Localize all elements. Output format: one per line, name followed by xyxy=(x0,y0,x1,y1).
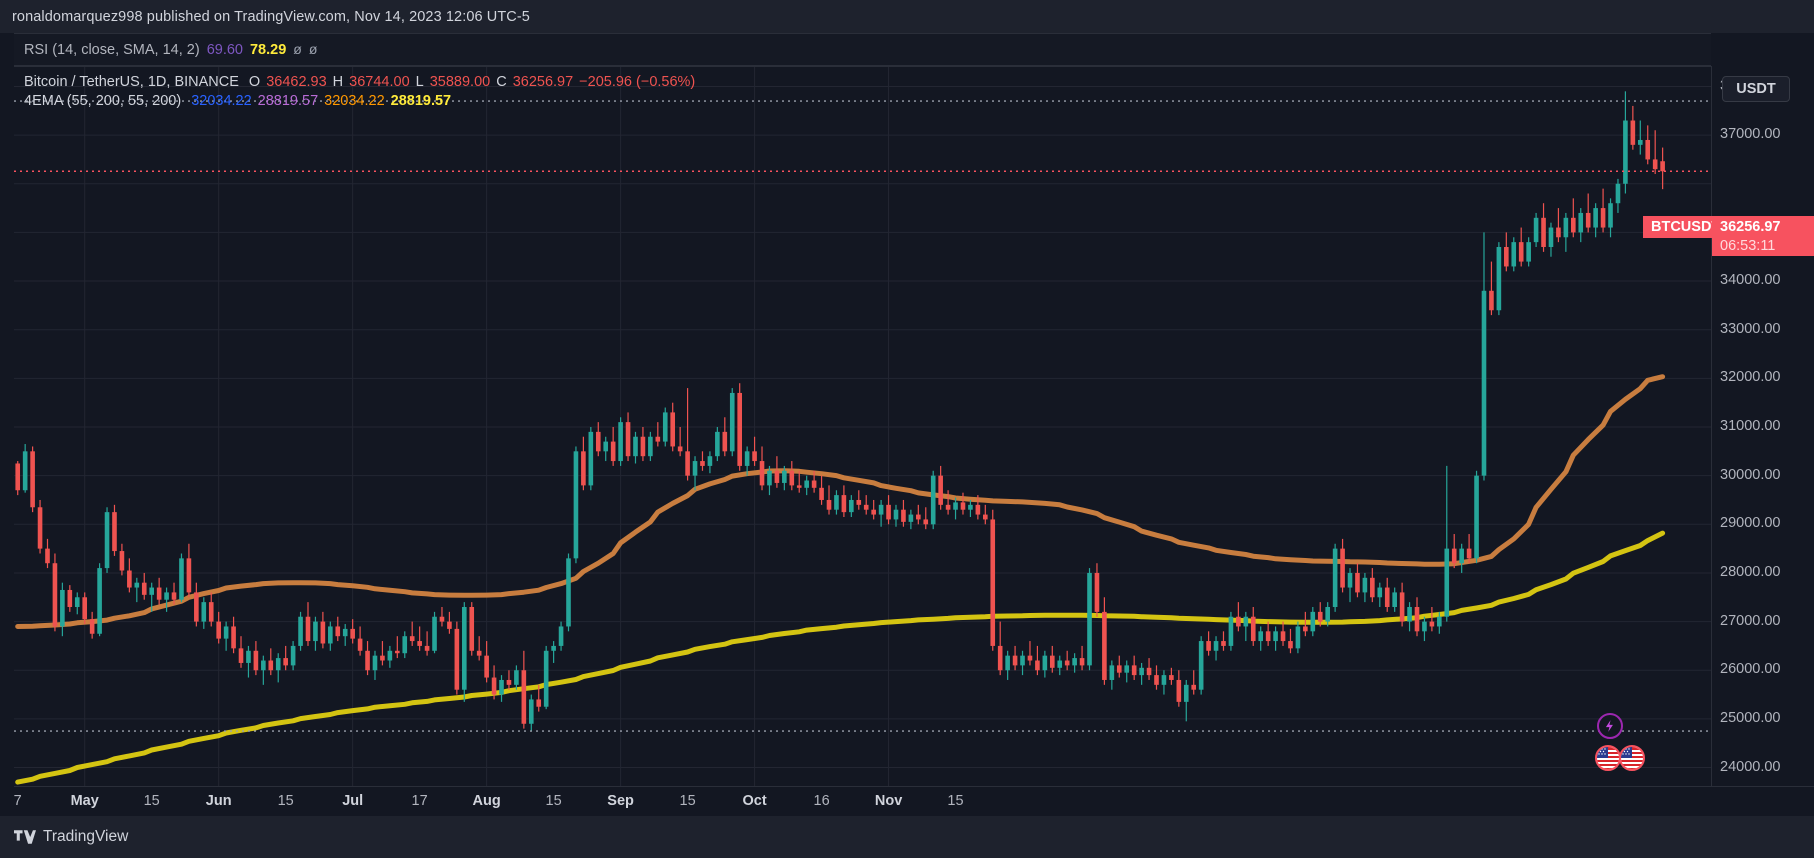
current-price-value: 36256.97 xyxy=(1720,219,1781,235)
rsi-value: 69.60 xyxy=(206,42,243,58)
tradingview-logo[interactable]: TradingView xyxy=(0,828,128,846)
economic-event-badges[interactable] xyxy=(1595,745,1653,771)
time-axis-tick: 15 xyxy=(679,793,696,809)
rsi-lower-band-value: ø xyxy=(308,41,318,57)
time-axis-tick: 15 xyxy=(277,793,294,809)
footer-bar: TradingView xyxy=(0,816,1814,858)
time-axis-tick: Nov xyxy=(874,793,903,809)
us-flag-icon[interactable] xyxy=(1619,745,1645,771)
currency-unit-chip[interactable]: USDT xyxy=(1722,76,1790,102)
us-flag-icon[interactable] xyxy=(1595,745,1621,771)
price-chart-pane[interactable]: Bitcoin / TetherUS, 1D, BINANCE O 36462.9… xyxy=(14,66,1711,786)
time-axis-tick: 16 xyxy=(813,793,830,809)
time-axis-tick: 17 xyxy=(411,793,428,809)
price-axis[interactable]: 38000.0037000.0036000.0035000.0034000.00… xyxy=(1711,66,1814,786)
price-axis-tick: 26000.00 xyxy=(1720,661,1781,678)
bar-countdown-timer: 06:53:11 xyxy=(1720,238,1776,254)
price-axis-tick: 32000.00 xyxy=(1720,369,1781,386)
attribution-bar: ronaldomarquez998 published on TradingVi… xyxy=(0,0,1814,33)
rsi-legend: RSI (14, close, SMA, 14, 2) 69.60 78.29 … xyxy=(14,41,317,58)
rsi-indicator-pane[interactable]: RSI (14, close, SMA, 14, 2) 69.60 78.29 … xyxy=(14,33,1711,66)
rsi-title[interactable]: RSI (14, close, SMA, 14, 2) xyxy=(24,42,200,58)
current-price-symbol-badge: BTCUSDT xyxy=(1643,216,1729,238)
attribution-text: ronaldomarquez998 published on TradingVi… xyxy=(12,8,530,25)
time-axis-tick: Oct xyxy=(742,793,767,809)
lightning-bolt-icon[interactable] xyxy=(1597,713,1623,739)
time-axis-tick: Aug xyxy=(472,793,501,809)
time-axis-tick: May xyxy=(70,793,99,809)
price-axis-tick: 31000.00 xyxy=(1720,418,1781,434)
time-axis-tick: 7 xyxy=(13,793,22,809)
rsi-upper-band-value: ø xyxy=(293,41,302,57)
price-axis-tick: 28000.00 xyxy=(1720,563,1781,580)
candlestick-plot xyxy=(14,67,1711,786)
price-axis-tick: 30000.00 xyxy=(1720,466,1781,483)
current-price-badge[interactable]: 36256.97 06:53:11 xyxy=(1712,216,1814,256)
time-axis[interactable]: 7 May 15 Jun 15 Jul 17 Aug 15 Sep 15 Oct 16 Nov 15 xyxy=(14,786,1814,816)
time-axis-tick: Sep xyxy=(607,793,634,809)
price-axis-tick: 24000.00 xyxy=(1720,758,1781,775)
time-axis-tick: 15 xyxy=(545,793,562,809)
time-axis-tick: 15 xyxy=(143,793,160,809)
tradingview-logo-icon xyxy=(14,830,36,844)
rsi-sma-value: 78.29 xyxy=(249,42,287,58)
time-axis-tick: 15 xyxy=(947,793,964,809)
tradingview-logo-text: TradingView xyxy=(43,828,129,845)
time-axis-tick: Jul xyxy=(342,793,364,809)
price-axis-tick: 25000.00 xyxy=(1720,709,1781,726)
price-axis-tick: 33000.00 xyxy=(1720,320,1781,337)
price-axis-tick: 37000.00 xyxy=(1720,126,1781,143)
time-axis-tick: Jun xyxy=(205,793,232,809)
price-axis-tick: 29000.00 xyxy=(1720,515,1781,532)
price-axis-tick: 27000.00 xyxy=(1720,612,1781,629)
price-axis-tick: 34000.00 xyxy=(1720,272,1781,289)
